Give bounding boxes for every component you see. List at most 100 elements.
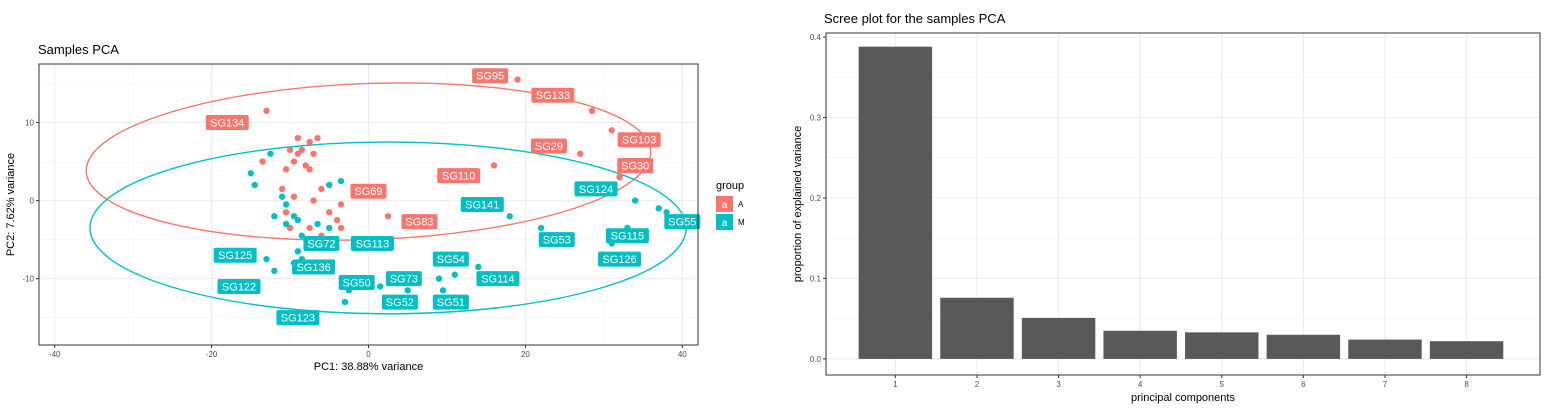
data-point-a <box>306 138 313 146</box>
data-point-m <box>655 205 662 212</box>
scree-bar <box>1348 339 1422 359</box>
data-point-m <box>279 193 286 200</box>
scree-x-tick-label: 1 <box>893 380 898 389</box>
data-point-m <box>337 177 345 185</box>
sample-label: SG69 <box>350 183 387 199</box>
data-point-a <box>333 216 341 224</box>
scree-bar <box>1103 330 1177 359</box>
sample-label: SG95 <box>472 68 509 84</box>
pca-title: Samples PCA <box>38 42 119 57</box>
sample-label-text: SG29 <box>535 141 563 153</box>
data-point-m <box>247 170 255 177</box>
data-point-a <box>514 76 521 83</box>
scree-y-tick-label: 0.1 <box>810 274 822 283</box>
data-point-a <box>290 193 298 200</box>
sample-label-box <box>205 115 249 131</box>
legend-key-a <box>716 196 733 212</box>
pca-chart: SG95 SG133 SG134 SG29 SG103 SG30 SG110 SG69 SG83… <box>0 0 770 407</box>
data-point-m <box>663 209 670 216</box>
pca-plot-area: SG95 SG133 SG134 SG29 SG103 SG30 SG110 SG69 SG83… <box>38 63 701 346</box>
scree-bar <box>858 46 933 359</box>
data-point-m <box>263 255 270 263</box>
legend-key-text: a <box>722 218 728 229</box>
sample-label-text: SG103 <box>622 135 656 147</box>
sample-label-box <box>531 87 575 103</box>
sample-label: SG114 <box>476 271 520 287</box>
sample-label-text: SG141 <box>465 200 499 212</box>
sample-label-text: SG54 <box>437 254 465 266</box>
sample-label-box <box>292 259 336 275</box>
sample-label-box <box>276 310 320 326</box>
sample-label-box <box>598 251 642 267</box>
data-point-a <box>588 107 596 115</box>
data-point-m <box>294 216 302 224</box>
pca-plot-svg: SG95 SG133 SG134 SG29 SG103 SG30 SG110 SG69 SG83… <box>5 42 745 373</box>
sample-label-text: SG50 <box>343 278 371 290</box>
pca-x-axis-label: PC1: 38.88% variance <box>314 361 423 373</box>
data-point-a <box>490 162 498 169</box>
data-point-m <box>326 224 333 232</box>
data-point-a <box>608 127 615 134</box>
sample-label-box <box>217 278 261 294</box>
legend-label-m: M <box>738 218 745 227</box>
scree-bar <box>1429 341 1504 359</box>
sample-label: SG136 <box>292 259 336 275</box>
sample-label: SG73 <box>385 271 422 287</box>
sample-label: SG50 <box>338 275 375 291</box>
scree-y-tick-label: 0.3 <box>810 113 822 122</box>
sample-label-text: SG73 <box>390 274 418 286</box>
sample-label-box <box>617 157 654 173</box>
data-point-a <box>310 197 317 204</box>
sample-label-box <box>381 294 418 310</box>
data-point-m <box>294 248 302 255</box>
sample-label: SG122 <box>217 278 261 294</box>
pca-y-tick-label: 10 <box>25 119 34 128</box>
sample-label-box <box>385 271 422 287</box>
sample-label-text: SG123 <box>281 313 315 325</box>
data-point-a <box>318 185 325 193</box>
data-point-a <box>279 185 286 193</box>
data-point-a <box>302 162 309 169</box>
data-point-m <box>282 201 290 208</box>
sample-label-text: SG122 <box>222 281 256 293</box>
sample-label-text: SG30 <box>621 160 649 172</box>
data-point-a <box>310 150 317 157</box>
sample-label-text: SG53 <box>543 235 571 247</box>
sample-label-text: SG134 <box>210 118 244 130</box>
sample-label: SG126 <box>598 251 642 267</box>
sample-label: SG103 <box>617 132 661 148</box>
scree-x-tick-label: 7 <box>1383 380 1388 389</box>
sample-label-box <box>472 68 509 84</box>
sample-label-box <box>476 271 520 287</box>
sample-label-box <box>432 251 469 267</box>
sample-label-box <box>437 168 481 184</box>
data-point-m <box>435 275 443 282</box>
sample-label: SG55 <box>664 214 701 230</box>
pca-x-tick-label: -40 <box>49 350 61 359</box>
scree-x-tick-label: 2 <box>975 380 980 389</box>
data-point-m <box>506 213 513 220</box>
sample-label-text: SG114 <box>481 274 514 286</box>
data-point-a <box>337 224 345 232</box>
sample-label-text: SG136 <box>296 262 330 274</box>
pca-y-tick-label: 0 <box>30 197 35 206</box>
sample-label: SG125 <box>213 247 257 263</box>
data-point-a <box>282 209 290 216</box>
sample-label: SG51 <box>432 294 469 310</box>
scree-panel-border <box>825 32 1541 376</box>
data-point-m <box>271 213 278 220</box>
data-point-a <box>298 146 306 154</box>
sample-label-box <box>303 236 340 252</box>
data-point-a <box>286 146 294 154</box>
sample-label-text: SG69 <box>354 186 382 198</box>
scree-x-tick-label: 3 <box>1056 380 1061 389</box>
sample-label: SG52 <box>381 294 418 310</box>
data-point-a <box>282 166 290 173</box>
sample-label: SG133 <box>531 87 575 103</box>
sample-label-text: SG126 <box>602 254 636 266</box>
sample-label-box <box>350 236 394 252</box>
sample-label-text: SG125 <box>218 250 252 262</box>
sample-label-text: SG133 <box>536 90 570 102</box>
data-point-m <box>282 220 290 228</box>
scree-x-axis-label: principal components <box>1131 392 1235 404</box>
